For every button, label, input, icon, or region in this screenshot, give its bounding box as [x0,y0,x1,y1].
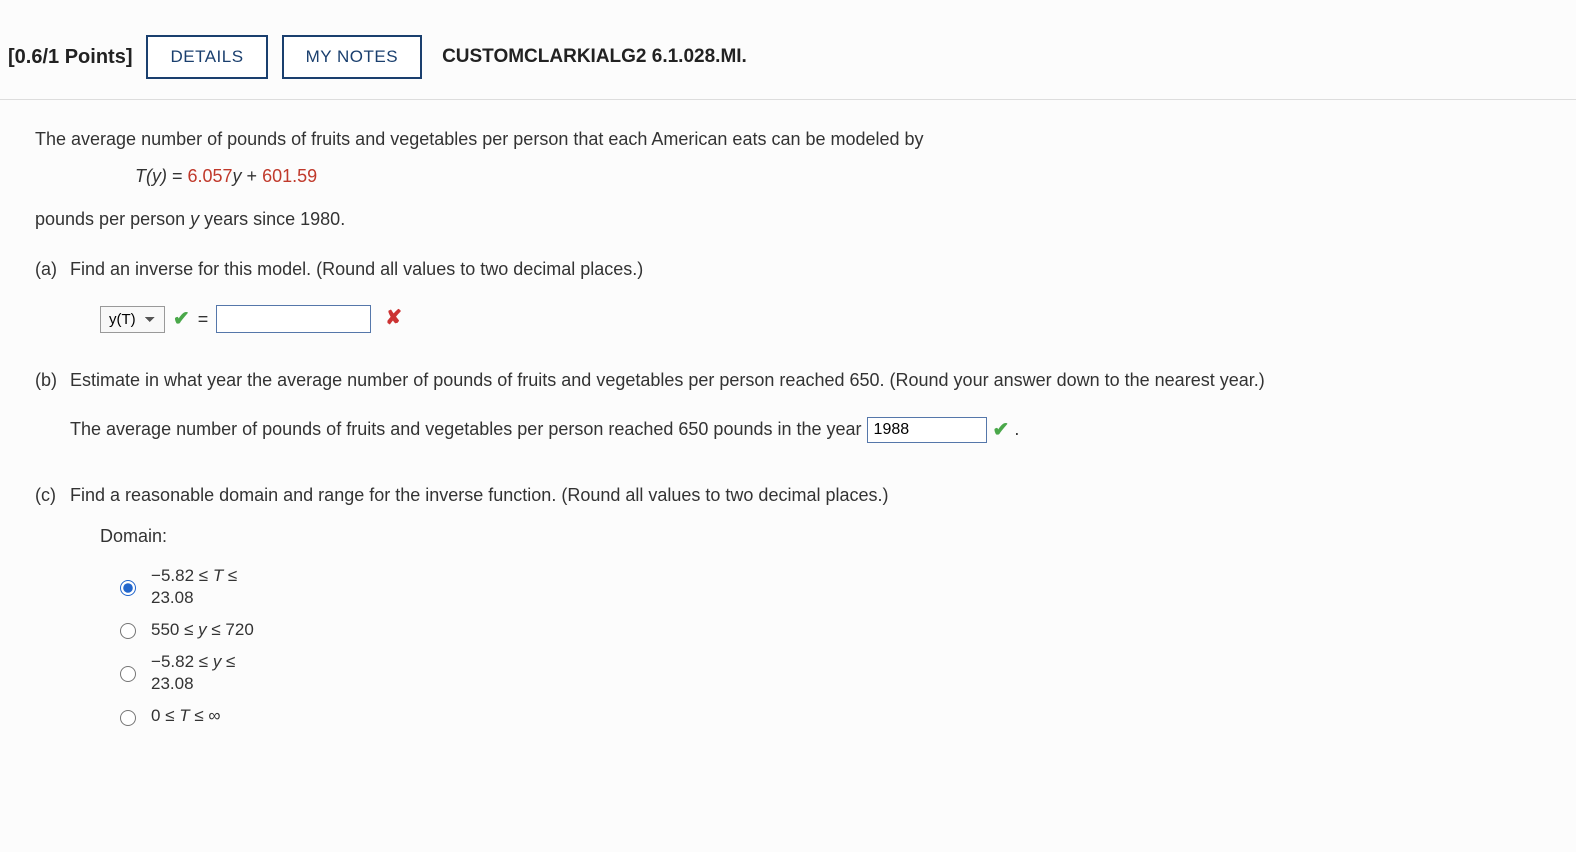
equals-sign: = [198,305,209,334]
formula-const: 601.59 [262,166,317,186]
check-icon: ✔ [173,303,190,335]
domain-choice-1[interactable]: 550 ≤ y ≤ 720 [115,619,1536,641]
part-a-prompt: Find an inverse for this model. (Round a… [70,259,643,279]
domain-radio-2[interactable] [120,666,136,682]
domain-choice-3[interactable]: 0 ≤ T ≤ ∞ [115,705,1536,727]
x-icon: ✘ [385,302,402,336]
points-label: [0.6/1 Points] [8,46,132,69]
part-b-label: (b) [35,366,65,395]
domain-radio-1[interactable] [120,623,136,639]
domain-choice-3-text: 0 ≤ T ≤ ∞ [151,705,221,727]
formula-coef: 6.057 [188,166,233,186]
question-body: The average number of pounds of fruits a… [0,100,1576,797]
domain-choice-2[interactable]: −5.82 ≤ y ≤23.08 [115,651,1536,695]
domain-choice-0[interactable]: −5.82 ≤ T ≤23.08 [115,565,1536,609]
question-context: pounds per person y years since 1980. [35,205,1541,234]
domain-radio-0[interactable] [120,580,136,596]
formula-fn: T(y) [135,166,167,186]
my-notes-button[interactable]: MY NOTES [282,35,422,79]
part-c: (c) Find a reasonable domain and range f… [35,481,1541,737]
year-input[interactable] [867,417,987,443]
part-c-label: (c) [35,481,65,510]
question-header-bar: [0.6/1 Points] DETAILS MY NOTES CUSTOMCL… [0,20,1576,100]
domain-choice-0-text: −5.82 ≤ T ≤23.08 [151,565,237,609]
inverse-notation-select[interactable]: y(T) [100,306,165,333]
domain-radio-3[interactable] [120,710,136,726]
domain-choices: −5.82 ≤ T ≤23.08 550 ≤ y ≤ 720 −5.82 ≤ y… [115,565,1536,728]
formula-var: y [233,166,242,186]
part-b-prompt: Estimate in what year the average number… [70,370,1265,390]
check-icon: ✔ [993,409,1010,451]
part-a-label: (a) [35,255,65,284]
part-c-prompt: Find a reasonable domain and range for t… [70,485,888,505]
question-intro: The average number of pounds of fruits a… [35,125,1541,154]
part-a: (a) Find an inverse for this model. (Rou… [35,255,1541,336]
problem-id-label: CUSTOMCLARKIALG2 6.1.028.MI. [442,46,747,68]
formula-plus: + [242,166,263,186]
part-a-answer-row: y(T) ✔ = ✘ [100,302,1536,336]
part-b-trail: . [1014,419,1019,439]
domain-label: Domain: [100,522,1536,551]
formula-eq: = [167,166,188,186]
part-b-lead: The average number of pounds of fruits a… [70,419,867,439]
domain-choice-1-text: 550 ≤ y ≤ 720 [151,619,254,641]
model-formula: T(y) = 6.057y + 601.59 [135,162,1541,191]
part-b-answer-line: The average number of pounds of fruits a… [70,409,1536,451]
domain-choice-2-text: −5.82 ≤ y ≤23.08 [151,651,235,695]
inverse-expression-input[interactable] [216,305,371,333]
details-button[interactable]: DETAILS [146,35,267,79]
part-b: (b) Estimate in what year the average nu… [35,366,1541,451]
